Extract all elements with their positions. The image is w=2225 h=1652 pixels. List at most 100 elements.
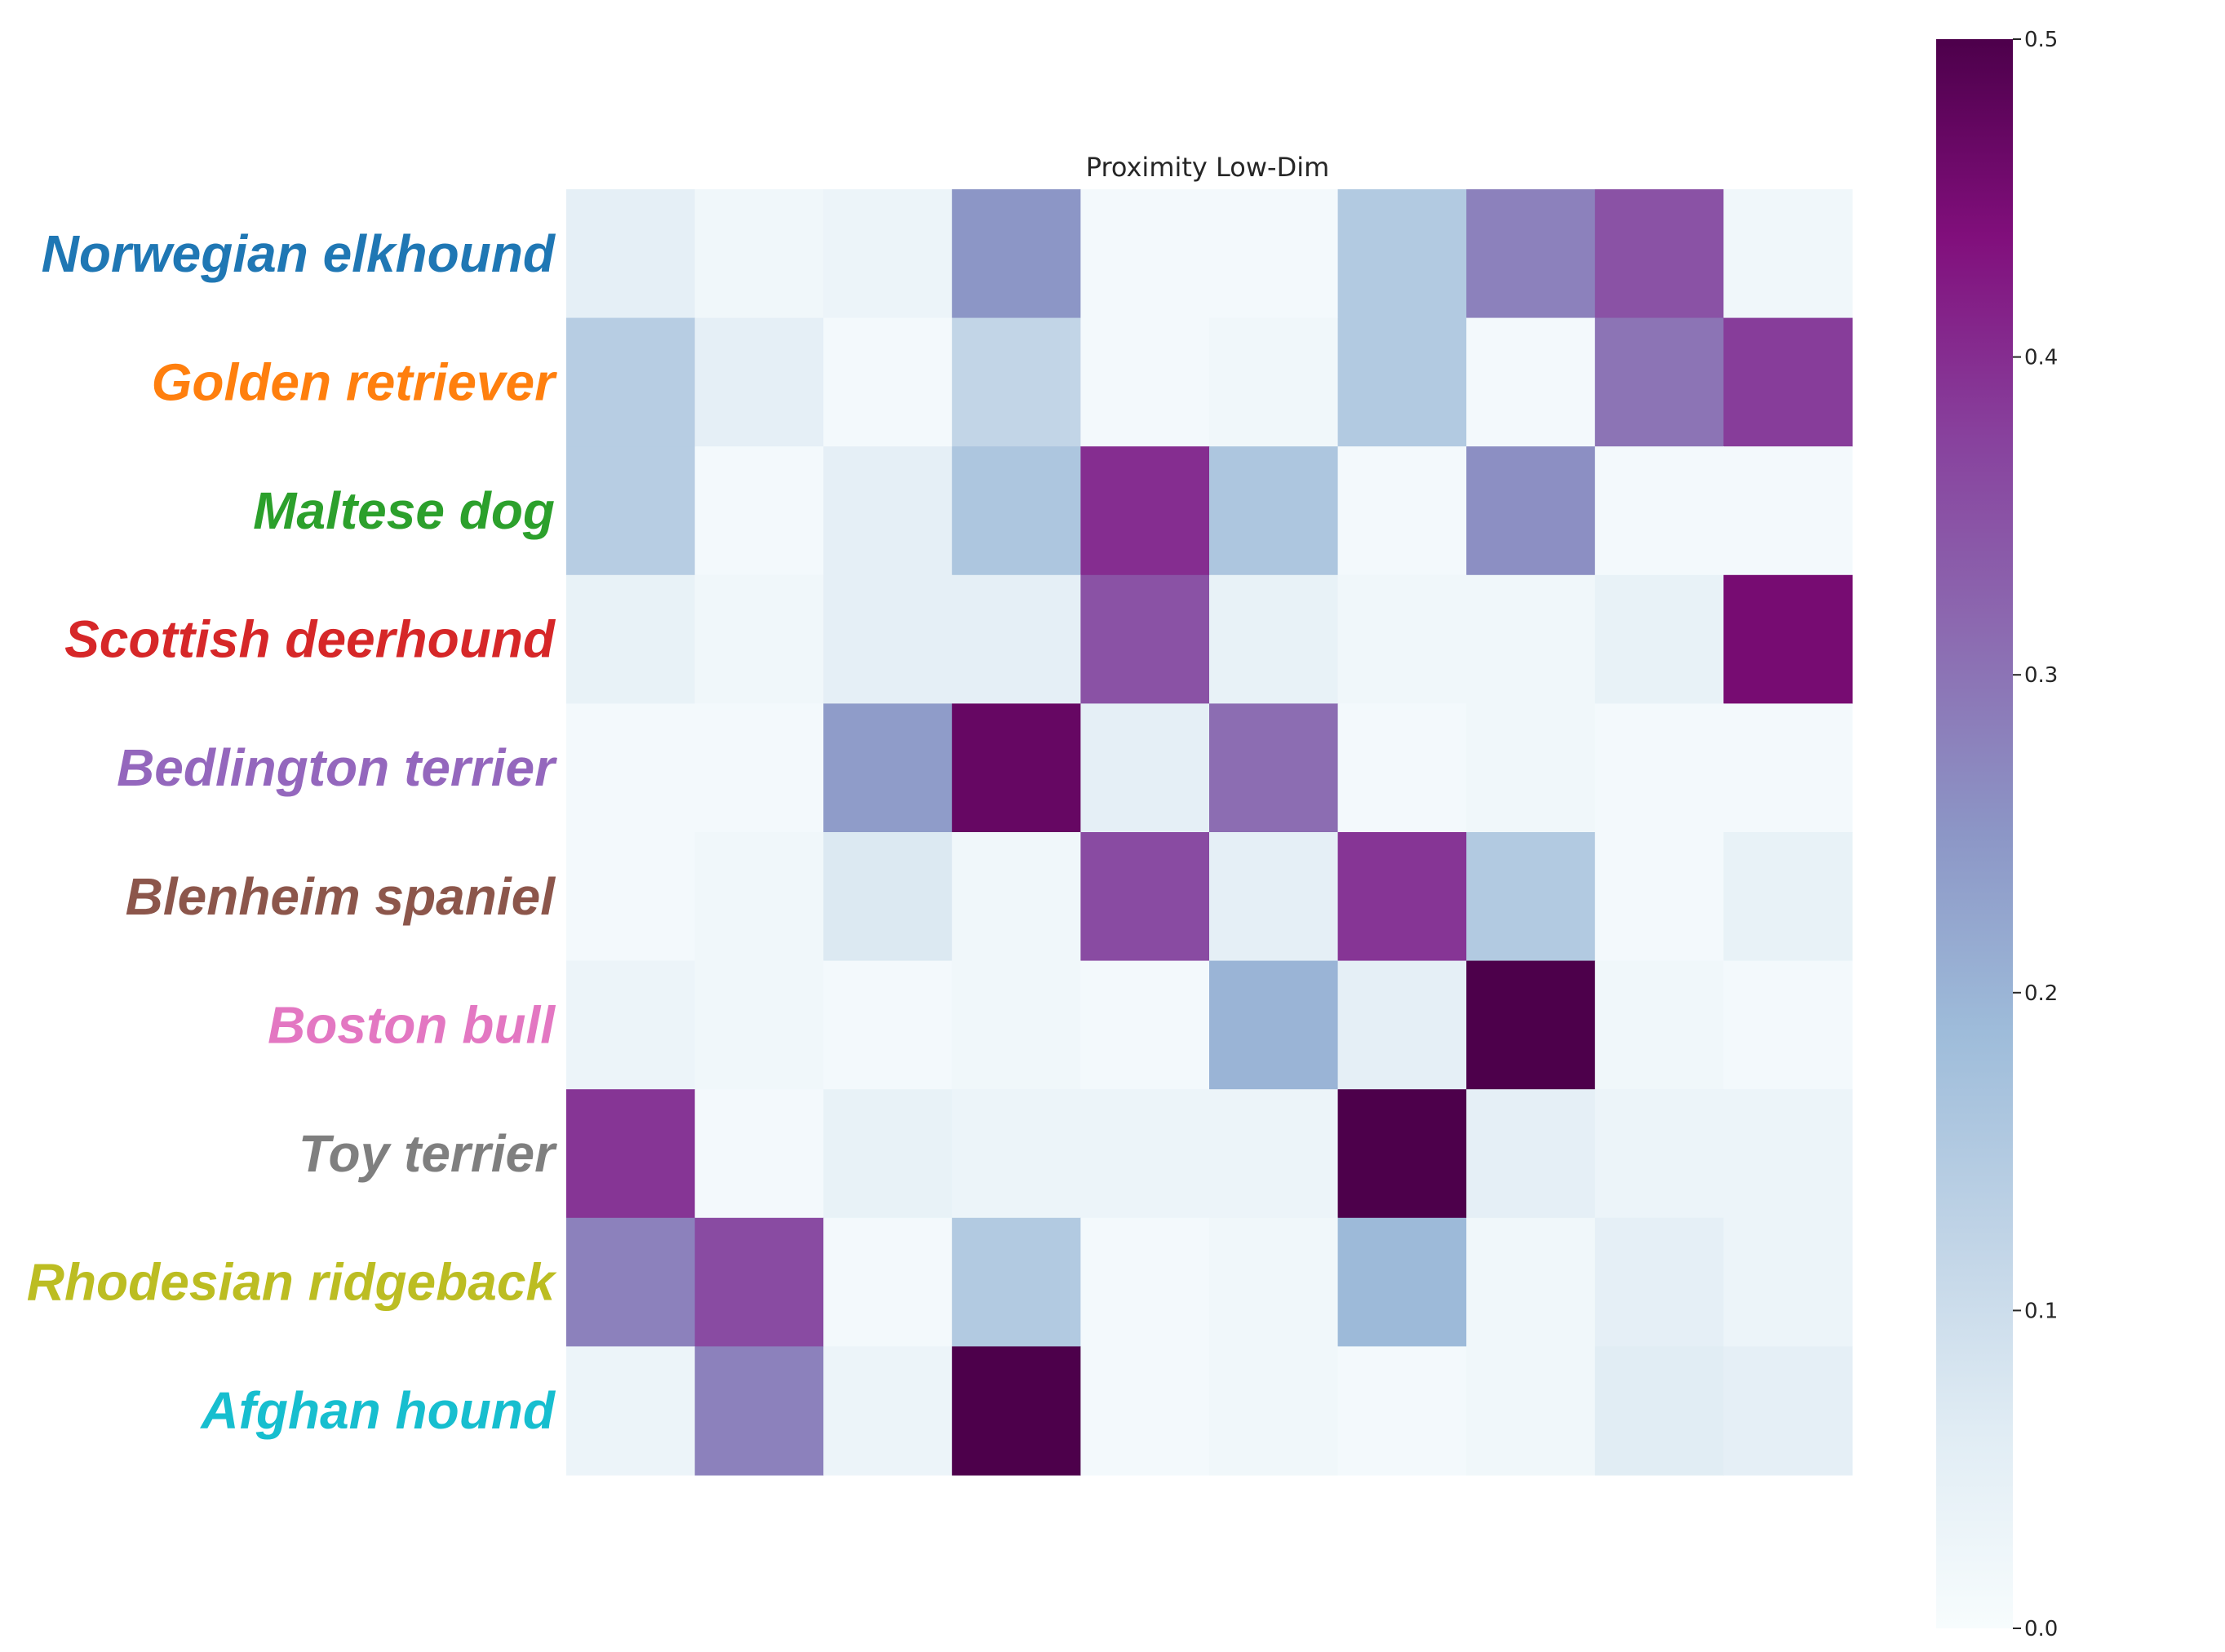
heatmap-cell-r4-c4 [1080, 703, 1210, 833]
heatmap-cell-r5-c3 [951, 832, 1081, 962]
heatmap-cell-r9-c1 [694, 1346, 824, 1476]
colorbar-tick-label: 0.3 [2024, 663, 2058, 688]
heatmap-cell-r3-c4 [1080, 574, 1210, 704]
heatmap-cell-r7-c9 [1723, 1089, 1853, 1219]
heatmap-cell-r8-c9 [1723, 1217, 1853, 1347]
heatmap-cell-r0-c9 [1723, 189, 1853, 319]
heatmap-cell-r9-c8 [1594, 1346, 1724, 1476]
heatmap-cell-r6-c1 [694, 960, 824, 1090]
heatmap-cell-r3-c8 [1594, 574, 1724, 704]
heatmap-cell-r6-c4 [1080, 960, 1210, 1090]
heatmap-cell-r1-c1 [694, 317, 824, 447]
heatmap-cell-r6-c5 [1209, 960, 1339, 1090]
row-label: Blenheim spaniel [126, 867, 556, 926]
heatmap-cell-r8-c0 [566, 1217, 696, 1347]
heatmap-cell-r5-c1 [694, 832, 824, 962]
heatmap-cell-r9-c2 [823, 1346, 953, 1476]
heatmap-cell-r8-c7 [1466, 1217, 1596, 1347]
row-label: Boston bull [268, 995, 556, 1054]
heatmap-cell-r5-c4 [1080, 832, 1210, 962]
heatmap-cell-r4-c6 [1337, 703, 1467, 833]
heatmap-cell-r6-c6 [1337, 960, 1467, 1090]
colorbar-gradient [1936, 39, 2013, 1628]
colorbar-tick-label: 0.5 [2024, 28, 2058, 52]
heatmap-cell-r0-c0 [566, 189, 696, 319]
heatmap-cell-r9-c3 [951, 1346, 1081, 1476]
heatmap-cell-r2-c3 [951, 446, 1081, 576]
heatmap-cell-r3-c7 [1466, 574, 1596, 704]
heatmap-cell-r4-c9 [1723, 703, 1853, 833]
heatmap-cell-r6-c8 [1594, 960, 1724, 1090]
heatmap-cell-r1-c8 [1594, 317, 1724, 447]
heatmap-cell-r3-c3 [951, 574, 1081, 704]
heatmap-cell-r8-c3 [951, 1217, 1081, 1347]
heatmap-cell-r3-c5 [1209, 574, 1339, 704]
colorbar-tick-label: 0.0 [2024, 1617, 2058, 1641]
heatmap-cell-r2-c8 [1594, 446, 1724, 576]
heatmap-cell-r8-c5 [1209, 1217, 1339, 1347]
heatmap-cell-r5-c0 [566, 832, 696, 962]
heatmap-cell-r7-c0 [566, 1089, 696, 1219]
heatmap-cell-r4-c0 [566, 703, 696, 833]
heatmap-cell-r7-c8 [1594, 1089, 1724, 1219]
row-label: Golden retriever [152, 352, 558, 411]
heatmap-cell-r0-c6 [1337, 189, 1467, 319]
heatmap-cell-r8-c1 [694, 1217, 824, 1347]
heatmap-cell-r2-c9 [1723, 446, 1853, 576]
heatmap-cell-r4-c7 [1466, 703, 1596, 833]
heatmap-cell-r3-c2 [823, 574, 953, 704]
heatmap-cell-r5-c9 [1723, 832, 1853, 962]
heatmap-cell-r1-c4 [1080, 317, 1210, 447]
heatmap-cell-r2-c5 [1209, 446, 1339, 576]
heatmap-cell-r2-c7 [1466, 446, 1596, 576]
row-label: Norwegian elkhound [42, 224, 556, 283]
heatmap-cell-r7-c4 [1080, 1089, 1210, 1219]
row-label: Afghan hound [199, 1381, 556, 1440]
heatmap-cell-r4-c1 [694, 703, 824, 833]
heatmap-cell-r9-c9 [1723, 1346, 1853, 1476]
heatmap-cell-r3-c0 [566, 574, 696, 704]
heatmap-cell-r6-c2 [823, 960, 953, 1090]
heatmap-cell-r9-c6 [1337, 1346, 1467, 1476]
colorbar-tick-label: 0.2 [2024, 981, 2058, 1006]
heatmap-cell-r7-c1 [694, 1089, 824, 1219]
heatmap-cell-r8-c6 [1337, 1217, 1467, 1347]
heatmap-cell-r0-c7 [1466, 189, 1596, 319]
heatmap-cell-r7-c5 [1209, 1089, 1339, 1219]
heatmap-cell-r1-c0 [566, 317, 696, 447]
row-label: Rhodesian ridgeback [27, 1253, 558, 1312]
heatmap-cell-r1-c7 [1466, 317, 1596, 447]
heatmap-cell-r8-c2 [823, 1217, 953, 1347]
heatmap-cell-r4-c3 [951, 703, 1081, 833]
heatmap-grid [566, 189, 1853, 1476]
heatmap-cell-r6-c9 [1723, 960, 1853, 1090]
heatmap-cell-r9-c7 [1466, 1346, 1596, 1476]
row-label: Maltese dog [253, 481, 555, 540]
heatmap-cell-r1-c2 [823, 317, 953, 447]
heatmap-cell-r2-c0 [566, 446, 696, 576]
heatmap-cell-r1-c3 [951, 317, 1081, 447]
heatmap-cell-r6-c3 [951, 960, 1081, 1090]
colorbar-ticks: 0.0 0.1 0.2 0.3 0.4 0.5 [2013, 28, 2058, 1641]
heatmap-cell-r3-c1 [694, 574, 824, 704]
colorbar-tick-label: 0.4 [2024, 346, 2058, 370]
heatmap-cell-r3-c6 [1337, 574, 1467, 704]
heatmap-cell-r7-c2 [823, 1089, 953, 1219]
heatmap-cell-r7-c7 [1466, 1089, 1596, 1219]
heatmap-cell-r5-c5 [1209, 832, 1339, 962]
heatmap-cell-r0-c8 [1594, 189, 1724, 319]
heatmap-cell-r2-c6 [1337, 446, 1467, 576]
heatmap-cell-r2-c1 [694, 446, 824, 576]
heatmap-cell-r7-c6 [1337, 1089, 1467, 1219]
heatmap-cell-r0-c2 [823, 189, 953, 319]
heatmap-cell-r3-c9 [1723, 574, 1853, 704]
heatmap-cell-r4-c8 [1594, 703, 1724, 833]
heatmap-cell-r9-c4 [1080, 1346, 1210, 1476]
heatmap-cell-r0-c1 [694, 189, 824, 319]
heatmap-cell-r2-c2 [823, 446, 953, 576]
heatmap-cell-r4-c5 [1209, 703, 1339, 833]
heatmap-cell-r6-c7 [1466, 960, 1596, 1090]
heatmap-cell-r1-c5 [1209, 317, 1339, 447]
heatmap-cell-r9-c0 [566, 1346, 696, 1476]
